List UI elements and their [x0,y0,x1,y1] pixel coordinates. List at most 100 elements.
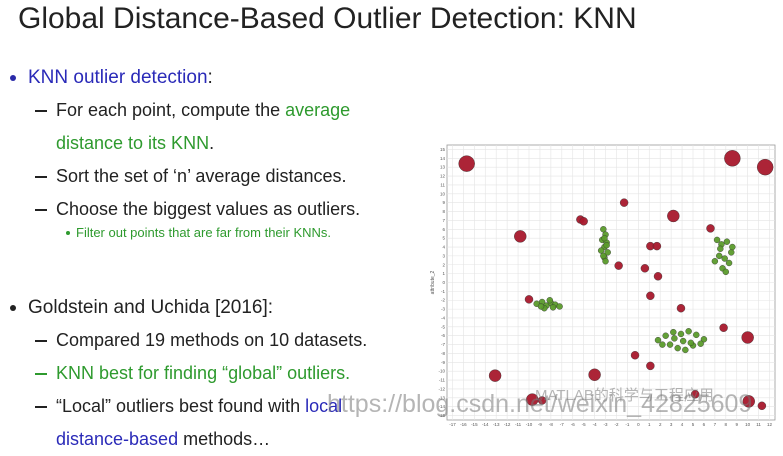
y-tick-label: -14 [438,404,445,409]
y-tick-label: 14 [440,156,446,161]
y-tick-label: -3 [441,307,445,312]
text-segment: Choose the biggest values as outliers. [56,199,361,219]
y-tick-label: 15 [440,147,446,152]
x-tick-label: 1 [648,422,651,427]
outlier-point [724,150,741,167]
x-tick-label: 2 [659,422,662,427]
slide-title: Global Distance-Based Outlier Detection:… [18,2,637,35]
x-tick-label: -9 [538,422,542,427]
y-tick-label: -12 [438,386,445,391]
outlier-point [676,304,686,313]
bullet-item: KNN best for finding “global” outliers. [8,357,386,390]
bullet-item: Choose the biggest values as outliers. [8,193,386,226]
x-tick-label: 0 [637,422,640,427]
x-tick-label: -16 [460,422,467,427]
cluster-point [723,238,731,245]
x-tick-label: -3 [604,422,608,427]
outlier-point [706,224,715,233]
cluster-point [713,236,721,244]
y-tick-label: -15 [438,413,445,418]
y-tick-label: 8 [442,209,445,214]
cluster-point [549,304,557,311]
cluster-point [556,303,563,310]
y-tick-label: 9 [442,200,445,205]
y-tick-label: 0 [442,280,445,285]
bullet-item: For each point, compute the average dist… [8,94,386,160]
y-tick-label: 4 [442,245,445,250]
x-tick-label: 9 [735,422,738,427]
cluster-point [674,344,681,352]
text-segment: : [207,67,213,88]
cluster-point [685,328,692,335]
x-tick-label: 7 [714,422,717,427]
text-segment: KNN outlier detection [28,67,208,88]
text-segment: Filter out points that are far from thei… [76,225,332,240]
cluster-point [602,258,609,265]
y-tick-label: -4 [441,315,445,320]
cluster-point [600,252,607,260]
cluster-point [600,226,607,233]
cluster-point [603,242,610,249]
x-tick-label: -14 [482,422,489,427]
cluster-point [700,336,708,343]
bullet-item: Compared 19 methods on 10 datasets. [8,324,386,357]
x-tick-label: -6 [571,422,575,427]
scatter-plot: -17 -16 -15 -14 -13 -12 -11 -10 -9 -8 -7 -6 -5 -4 -3 -2… [430,144,776,427]
outlier-point [652,241,662,251]
cluster-point [722,268,729,276]
cluster-point [662,332,669,339]
slide: {"header":{"title":"Global Distance-Base… [8,2,776,449]
cluster-point [671,335,678,342]
watermark: https://blog.csdn.net/weixin_42825609 [327,390,753,418]
cluster-point [729,243,736,251]
bullet-item: KNN outlier detection: [8,62,438,94]
y-axis-label: attribute_2 [430,270,436,294]
outlier-point [514,230,527,243]
y-tick-label: 5 [442,236,445,241]
y-tick-label: -11 [439,378,446,383]
x-tick-label: -11 [515,422,522,427]
y-tick-label: -13 [438,395,445,400]
y-tick-label: 13 [440,165,446,170]
outlier-point [458,155,475,172]
outlier-point [646,361,655,371]
cluster-point [721,255,728,262]
x-tick-label: -5 [582,422,586,427]
cluster-point [725,259,733,267]
outlier-point [756,158,774,176]
x-tick-label: -13 [493,422,500,427]
x-tick-label: 8 [725,422,728,427]
text-segment: . [209,133,215,153]
y-tick-label: 3 [442,253,445,258]
x-tick-label: 3 [670,422,673,427]
cluster-point [654,336,662,344]
outlier-point [537,396,547,405]
x-tick-label: 10 [745,422,751,427]
cluster-point [716,252,723,260]
outlier-point [741,331,754,344]
y-tick-label: 12 [440,174,446,179]
cluster-point [670,328,677,336]
cluster-point [677,330,685,338]
x-tick-label: 6 [703,422,706,427]
text-segment: Sort the set of ‘n’ average distances. [56,166,347,186]
x-tick-label: 12 [767,422,773,427]
bullet-item: Goldstein and Uchida [2016]: [8,292,438,324]
cluster-point [546,297,553,304]
outlier-point [667,209,680,223]
cluster-point [682,346,689,354]
outlier-point [619,198,629,207]
text-segment: Goldstein and Uchida [2016]: [28,297,274,318]
y-tick-label: 11 [440,182,445,187]
y-tick-label: -7 [441,342,445,347]
x-tick-label: -7 [560,422,564,427]
y-tick-label: -9 [441,360,445,365]
outlier-point [588,368,601,381]
y-tick-label: -2 [441,298,445,303]
cluster-point [601,234,608,242]
x-tick-label: -2 [614,422,618,427]
y-tick-label: -1 [441,289,445,294]
x-tick-label: -1 [625,422,629,427]
cluster-point [693,331,700,339]
text-segment: For each point, compute the [56,100,286,120]
